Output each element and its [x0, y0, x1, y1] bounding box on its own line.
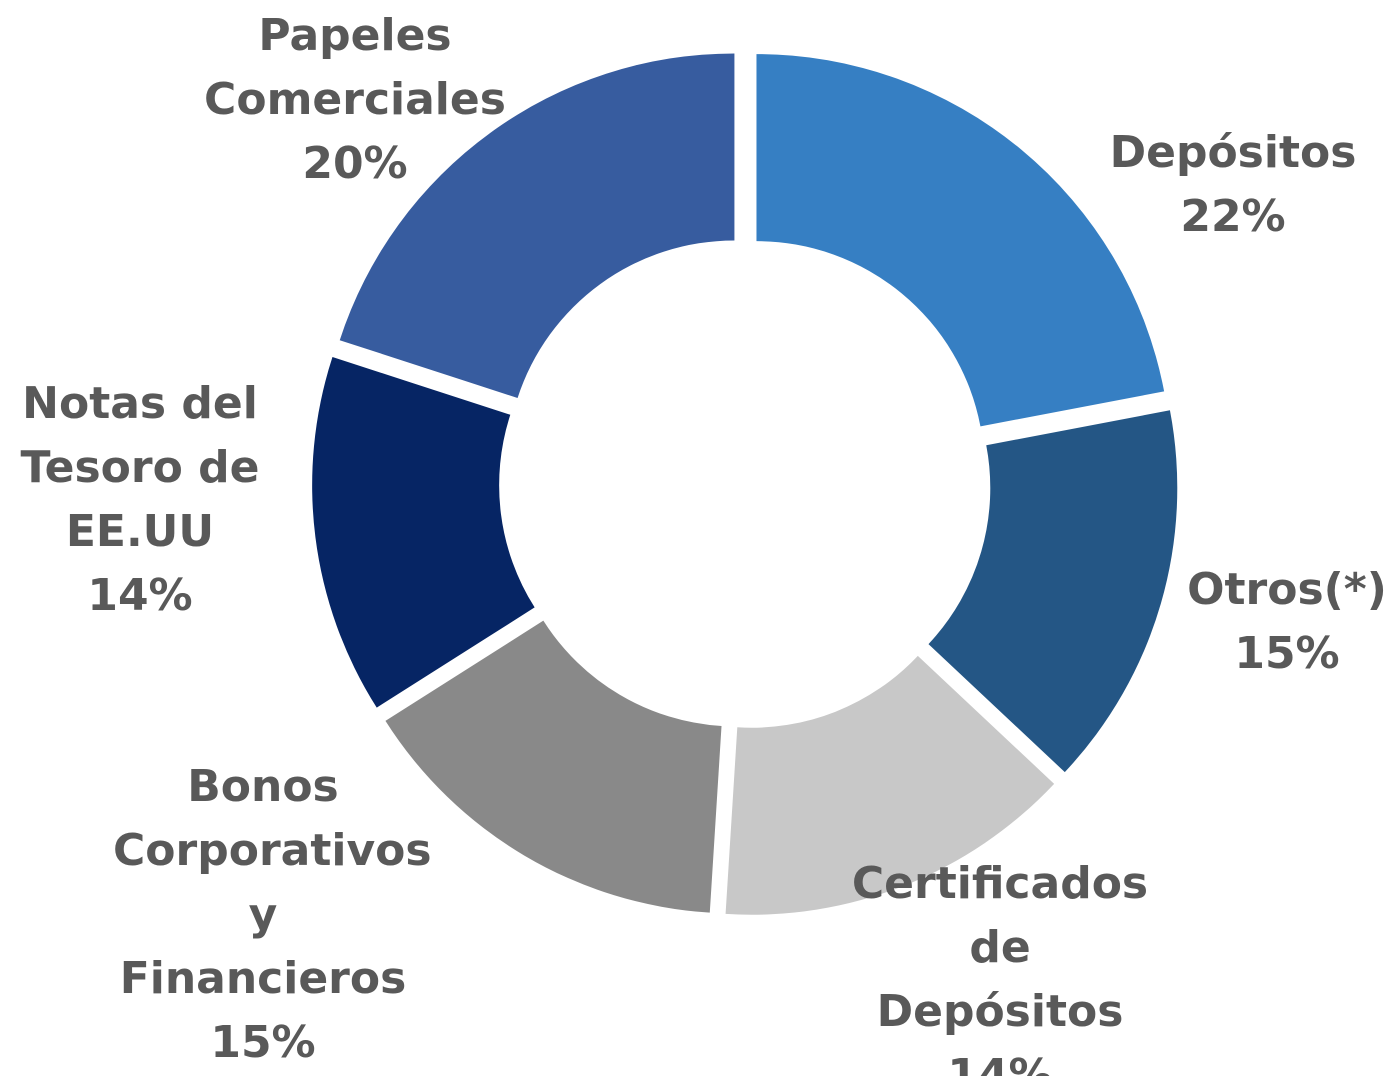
slice-label: Certificados de Depósitos 14%: [840, 852, 1160, 1076]
slice-label: Bonos Corporativos y Financieros 15%: [113, 755, 432, 1075]
category-label: Notas del Tesoro de EE.UU: [20, 378, 260, 557]
value-label: 15%: [1234, 628, 1340, 679]
donut-slice: [928, 410, 1178, 773]
value-label: 14%: [947, 1050, 1053, 1076]
slice-label: Papeles Comerciales 20%: [195, 4, 515, 196]
category-label: Papeles Comerciales: [204, 10, 506, 125]
donut-slice: [312, 357, 535, 708]
category-label: Depósitos: [1109, 127, 1357, 178]
donut-slice: [339, 53, 735, 398]
donut-slice: [725, 655, 1055, 915]
category-label: Otros(*): [1187, 564, 1387, 615]
slice-label: Otros(*) 15%: [1127, 558, 1388, 686]
value-label: 15%: [210, 1017, 316, 1068]
value-label: 22%: [1180, 191, 1286, 242]
value-label: 20%: [302, 138, 408, 189]
category-label: Bonos Corporativos y Financieros: [113, 761, 432, 1004]
slice-label: Depósitos 22%: [1073, 121, 1388, 249]
category-label: Certificados de Depósitos: [851, 858, 1149, 1037]
slice-label: Notas del Tesoro de EE.UU 14%: [20, 372, 260, 628]
donut-slice: [385, 620, 722, 913]
value-label: 14%: [87, 570, 193, 621]
donut-slice: [756, 54, 1165, 427]
